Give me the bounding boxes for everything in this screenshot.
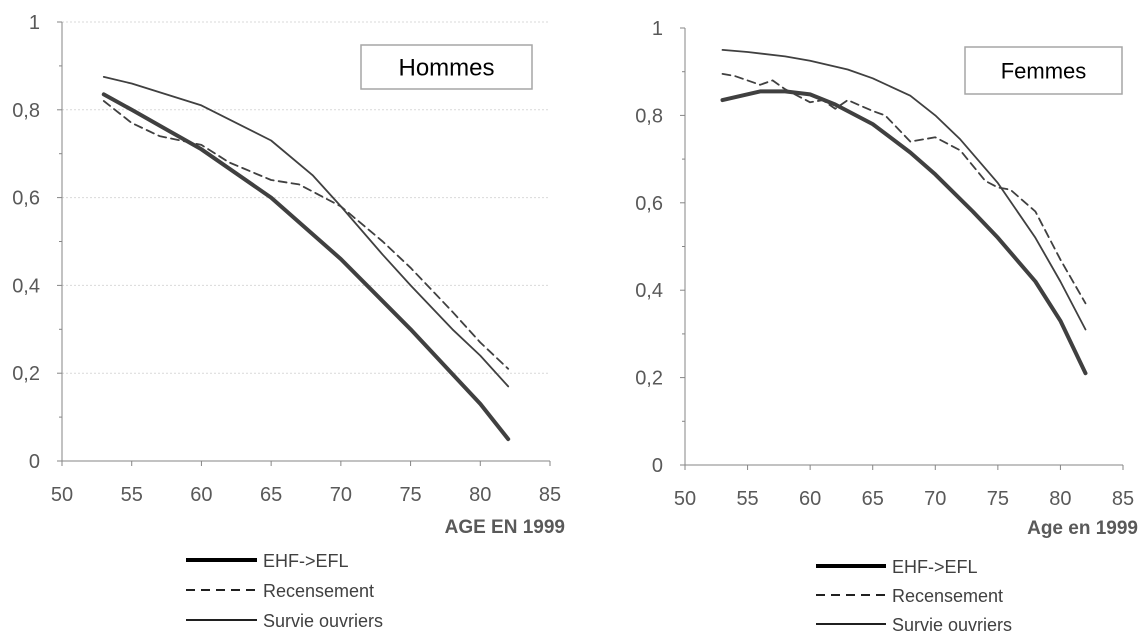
series-line-2 [721,73,1087,305]
legend-label: Survie ouvriers [263,611,383,631]
x-tick-label: 70 [924,488,946,510]
x-tick-label: 75 [987,488,1009,510]
x-tick-label: 55 [736,488,758,510]
y-tick-label: 1 [652,18,663,40]
x-tick-label: 55 [121,484,143,506]
legend-label: Recensement [892,586,1003,606]
chart-femmes: 0 0,2 0,4 0,6 0,8 1 50 55 60 65 70 75 80 85 Age en 199… [635,18,1138,631]
y-tick-label: 0 [652,455,663,477]
legend-label: Survie ouvriers [892,615,1012,631]
x-tick-label: 50 [674,488,696,510]
legend-label: Recensement [263,581,374,601]
y-tick-label: 0,6 [635,193,663,215]
x-tick-label: 65 [260,484,282,506]
x-axis-title: AGE EN 1999 [445,517,565,538]
x-tick-label: 65 [862,488,884,510]
series-line-1 [101,92,511,442]
x-tick-label: 50 [51,484,73,506]
series-line-1 [720,89,1088,376]
x-tick-label: 75 [399,484,421,506]
x-tick-label: 70 [330,484,352,506]
chart-hommes: 0 0,2 0,4 0,6 0,8 1 50 55 60 65 70 75 80 85 AGE EN 199… [12,12,565,631]
y-tick-label: 0,4 [635,280,663,302]
x-tick-label: 85 [539,484,561,506]
x-tick-label: 85 [1112,488,1134,510]
legend-label: EHF->EFL [892,557,978,577]
y-tick-label: 0,8 [12,100,40,122]
chart-title: Femmes [1001,58,1087,83]
series-line-3 [102,76,510,388]
x-tick-label: 60 [190,484,212,506]
legend-label: EHF->EFL [263,551,349,571]
y-tick-label: 1 [29,12,40,34]
chart-title-box [360,44,533,90]
chart-title: Hommes [398,55,494,82]
y-tick-label: 0,4 [12,275,40,297]
y-tick-label: 0,2 [12,363,40,385]
x-axis-title: Age en 1999 [1027,518,1138,539]
chart-title-box [964,46,1123,95]
x-tick-label: 80 [469,484,491,506]
y-tick-label: 0,6 [12,188,40,210]
series-line-3 [721,49,1087,331]
y-tick-label: 0,8 [635,105,663,127]
y-tick-label: 0,2 [635,368,663,390]
y-tick-label: 0 [29,451,40,473]
x-tick-label: 60 [799,488,821,510]
x-tick-label: 80 [1049,488,1071,510]
series-line-2 [102,100,510,370]
